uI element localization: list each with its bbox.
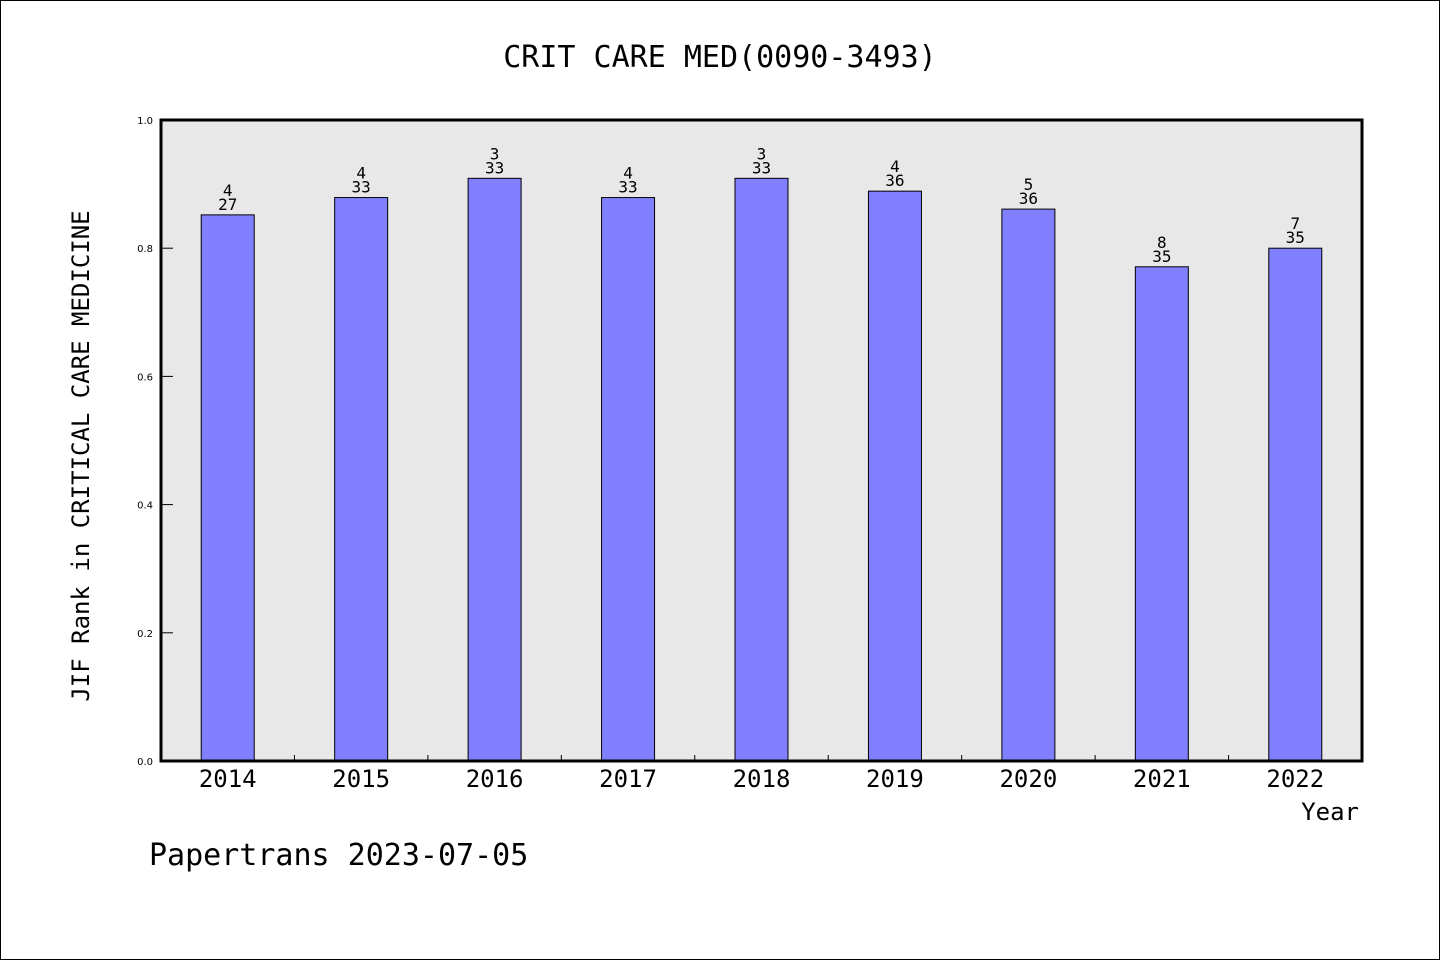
bar-total-label: 33 <box>618 178 637 197</box>
bar-2019 <box>867 190 922 762</box>
bar-2020 <box>1001 208 1056 762</box>
bar-total-label: 33 <box>352 178 371 197</box>
y-tick-label: 0.4 <box>137 501 153 512</box>
x-tick-label: 2019 <box>866 765 924 793</box>
y-tick-label: 0.0 <box>137 757 153 768</box>
x-axis-label: Year <box>1301 798 1359 826</box>
bar-total-label: 35 <box>1286 228 1305 247</box>
bar-2014 <box>200 214 255 762</box>
bar-rank-label: 4 <box>890 157 900 176</box>
bar-rank-label: 4 <box>623 164 633 183</box>
bar-rank-label: 4 <box>356 164 366 183</box>
x-tick-label: 2020 <box>999 765 1057 793</box>
bar-rank-label: 4 <box>223 181 233 200</box>
x-tick-label: 2018 <box>733 765 791 793</box>
bar-total-label: 33 <box>752 158 771 177</box>
bar-rank-label: 8 <box>1157 233 1167 252</box>
bar-2022 <box>1268 247 1323 762</box>
bar-total-label: 33 <box>485 158 504 177</box>
bar-2017 <box>601 197 656 762</box>
x-tick-label: 2022 <box>1266 765 1324 793</box>
x-tick-label: 2015 <box>332 765 390 793</box>
bar-rank-label: 5 <box>1024 175 1034 194</box>
bar-total-label: 36 <box>885 171 904 190</box>
x-axis: 2014 2015 2016 2017 2018 2019 2020 2021 2022 <box>199 755 1324 793</box>
bar-rank-label: 3 <box>490 144 500 163</box>
y-tick-label: 1.0 <box>137 116 153 127</box>
bar-rank-label: 7 <box>1290 214 1300 233</box>
x-tick-label: 2016 <box>466 765 524 793</box>
y-axis-label: JIF Rank in CRITICAL CARE MEDICINE <box>67 210 95 701</box>
bar-2021 <box>1134 266 1189 762</box>
y-tick-label: 0.8 <box>137 244 153 255</box>
x-tick-label: 2021 <box>1133 765 1191 793</box>
x-tick-label: 2017 <box>599 765 657 793</box>
y-tick-label: 0.6 <box>137 372 153 383</box>
bar-2015 <box>334 197 389 762</box>
bar-rank-label: 3 <box>757 144 767 163</box>
bar-total-label: 35 <box>1152 247 1171 266</box>
footer-text: Papertrans 2023-07-05 <box>149 838 528 873</box>
y-tick-label: 0.2 <box>137 629 153 640</box>
bar-2018 <box>734 177 789 762</box>
x-tick-label: 2014 <box>199 765 257 793</box>
chart-title: CRIT CARE MED(0090-3493) <box>503 40 936 75</box>
bar-total-label: 36 <box>1019 189 1038 208</box>
bar-total-label: 27 <box>218 195 237 214</box>
bar-2016 <box>467 177 522 762</box>
plot-border <box>159 118 1364 763</box>
